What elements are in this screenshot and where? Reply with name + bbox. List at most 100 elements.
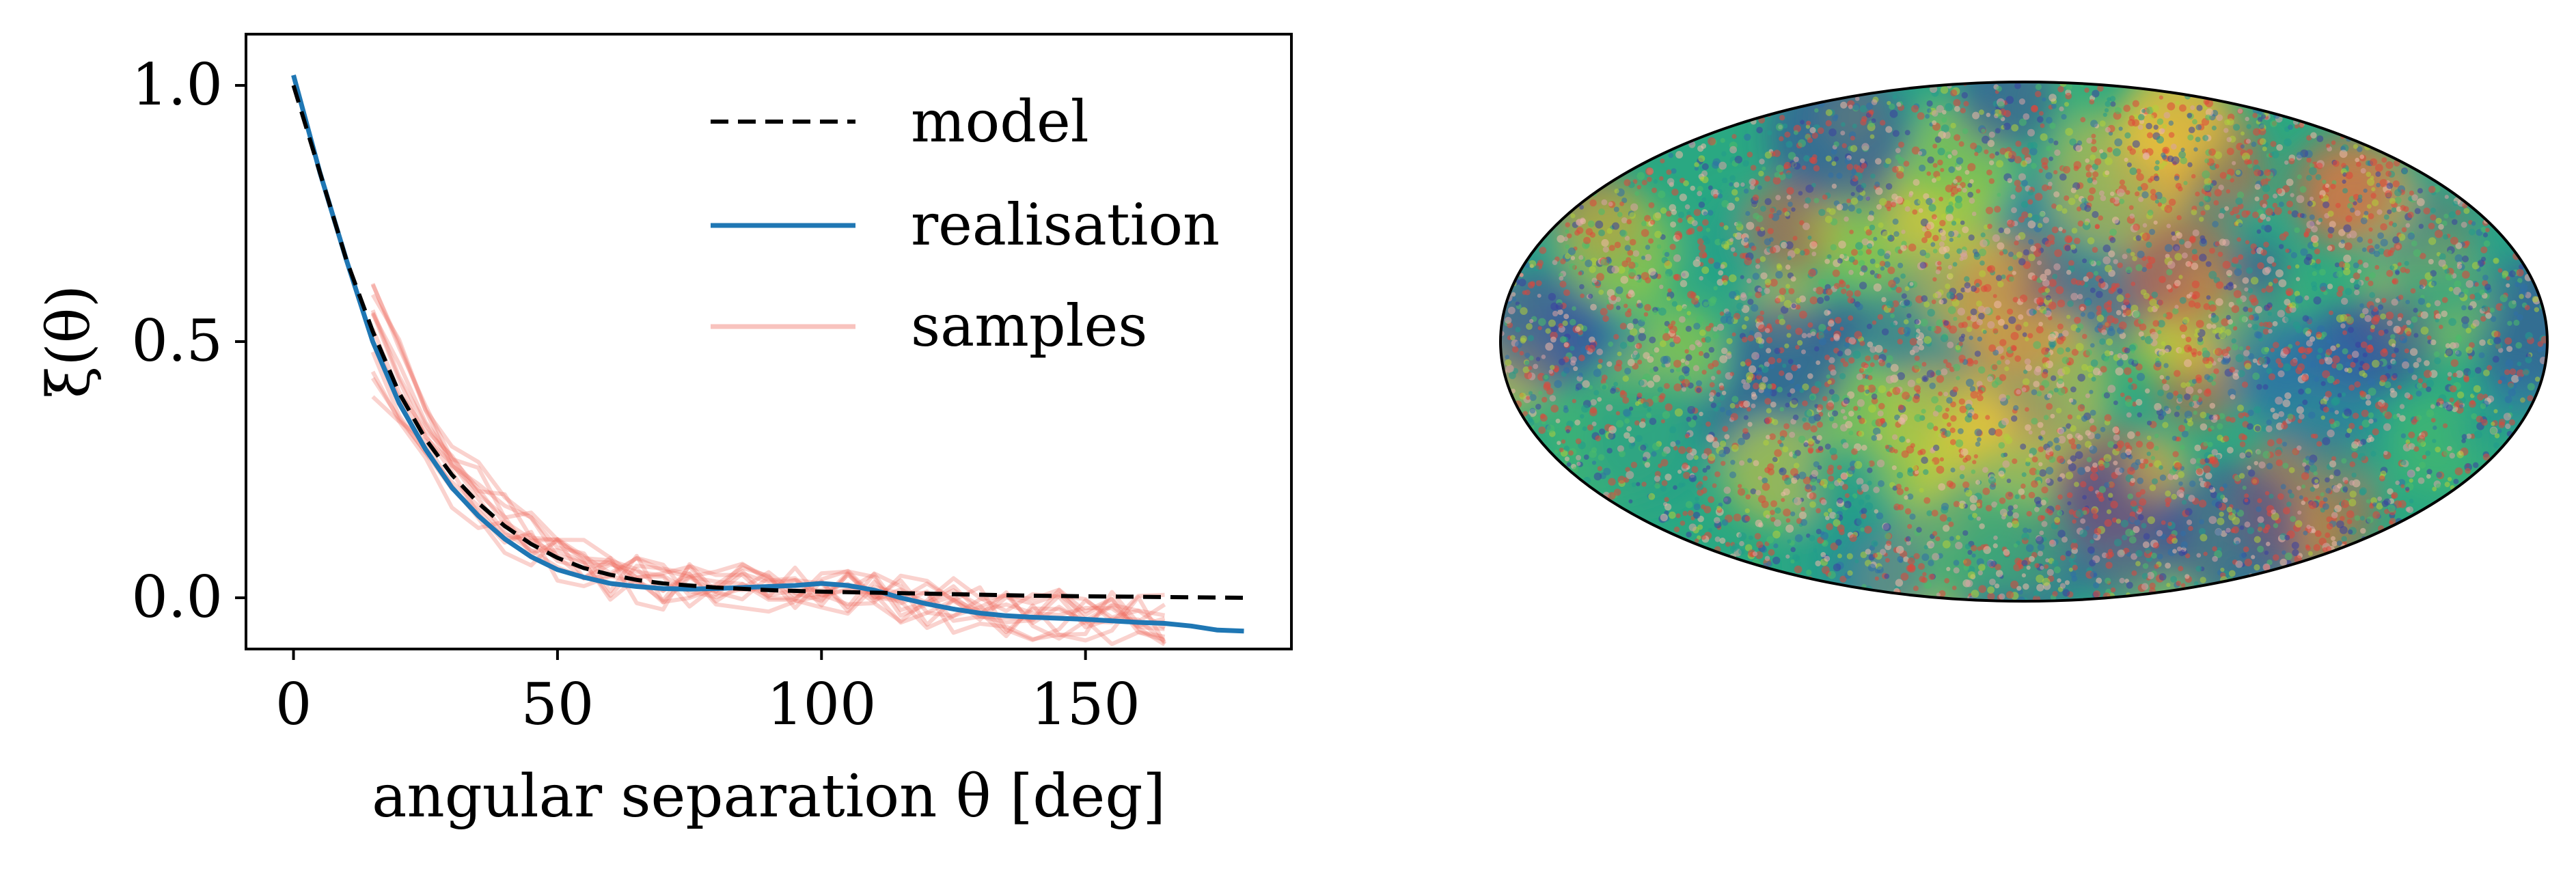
sky-map-pixel [2366,178,2375,187]
sky-map-pixel [2534,307,2540,312]
sky-map-blob [2048,110,2191,253]
sky-map-pixel [1779,318,1785,325]
sky-map-pixel [1746,221,1755,230]
sky-map-pixel [2246,267,2253,274]
sky-map-pixel [1613,381,1619,387]
sky-map-pixel [1520,307,1528,315]
sky-map-pixel [1987,223,1992,230]
sky-map-pixel [1566,462,1572,467]
sky-map-pixel [2295,341,2300,346]
sky-map-pixel [1997,281,2004,288]
sky-map-pixel [1641,229,1649,237]
sky-map-pixel [1796,297,1802,303]
sky-map-pixel [1550,404,1559,413]
sky-map-pixel [1768,213,1774,219]
sky-map-pixel [2327,284,2333,290]
sky-map-pixel [1959,358,1964,363]
sky-map-pixel [1807,438,1815,445]
sky-map-pixel [1786,325,1792,330]
sky-map-pixel [2325,532,2331,538]
sky-map-pixel [1733,252,1738,257]
sky-map-pixel [2329,407,2335,413]
sky-map-pixel [2354,290,2360,296]
sky-map-pixel [2067,414,2073,419]
sky-map-pixel [1626,219,1632,225]
sky-map-pixel [1744,508,1750,514]
sky-map-pixel [2146,452,2151,456]
sky-map-pixel [1589,408,1598,417]
sky-map-pixel [2374,401,2383,410]
sky-map-pixel [2149,228,2156,235]
sky-map-pixel [1759,310,1765,316]
sky-map-pixel [2171,493,2177,500]
sky-map-pixel [1912,345,1920,353]
sky-map-pixel [2349,480,2355,486]
sky-map-pixel [1578,255,1584,260]
sky-map-pixel [1830,369,1837,376]
sky-map-pixel [2163,313,2167,318]
sky-map-pixel [2298,388,2305,395]
sky-map-pixel [2089,570,2098,579]
sky-map-pixel [2359,390,2365,396]
sky-map-pixel [1774,449,1782,457]
sky-map-pixel [2055,504,2061,510]
sky-map-pixel [2282,550,2286,555]
sky-map-pixel [2238,254,2244,260]
sky-map-pixel [2503,413,2512,421]
sky-map-pixel [1675,151,1684,158]
sky-map-pixel [2080,312,2085,317]
sky-map-pixel [2202,170,2210,179]
sky-map-pixel [1801,165,1807,170]
sky-map-pixel [1833,283,1840,290]
sky-map-pixel [2165,490,2171,497]
sky-map-pixel [2473,385,2481,393]
sky-map-pixel [2077,206,2082,212]
sky-map-pixel [1590,399,1597,406]
sky-map-pixel [1550,365,1555,370]
sky-map-pixel [1546,424,1555,433]
sky-map-pixel [1936,592,1941,597]
sky-map-pixel [1848,337,1856,345]
sky-map-pixel [1730,247,1736,252]
sky-map-pixel [2320,415,2325,420]
sky-map-pixel [2105,577,2111,584]
sky-map-pixel [1686,532,1692,538]
sky-map-pixel [2051,203,2057,209]
sky-map-pixel [1757,287,1762,292]
sky-map-pixel [2098,464,2105,471]
sky-map-pixel [2370,158,2378,166]
sky-map-pixel [2124,579,2129,583]
sample-line [370,328,1166,624]
sky-map-pixel [1785,372,1793,381]
sky-map-pixel [2278,202,2284,207]
sky-map-pixel [2377,496,2383,501]
sky-map-pixel [2288,210,2292,215]
sky-map-pixel [2100,426,2106,432]
sky-map-pixel [2223,286,2228,290]
sky-map-pixel [1865,355,1871,361]
sky-map-pixel [2207,441,2213,447]
sky-map-pixel [1762,166,1766,171]
sky-map-pixel [2067,501,2072,506]
sky-map-pixel [1526,414,1531,419]
sky-map-pixel [2021,201,2028,208]
sky-map-pixel [2162,383,2170,391]
sky-map-pixel [1908,193,1913,197]
sky-map-pixel [2081,197,2087,204]
sky-map-pixel [2117,262,2123,268]
sky-map-pixel [1733,513,1742,522]
sky-map-pixel [2308,501,2317,510]
sky-map-pixel [1919,488,1924,493]
sky-map-pixel [1740,361,1746,367]
sky-map-pixel [2420,311,2428,319]
sky-map-pixel [2166,392,2174,400]
sky-map-pixel [1781,497,1785,502]
sky-map-pixel [1807,137,1813,143]
sky-map-pixel [2345,215,2353,223]
sky-map-pixel [2355,157,2359,163]
sky-map-pixel [1697,191,1703,197]
sky-map-pixel [2266,463,2273,470]
sky-map-pixel [2401,227,2407,233]
sky-map-pixel [1822,396,1828,402]
sky-map-pixel [2224,206,2230,211]
